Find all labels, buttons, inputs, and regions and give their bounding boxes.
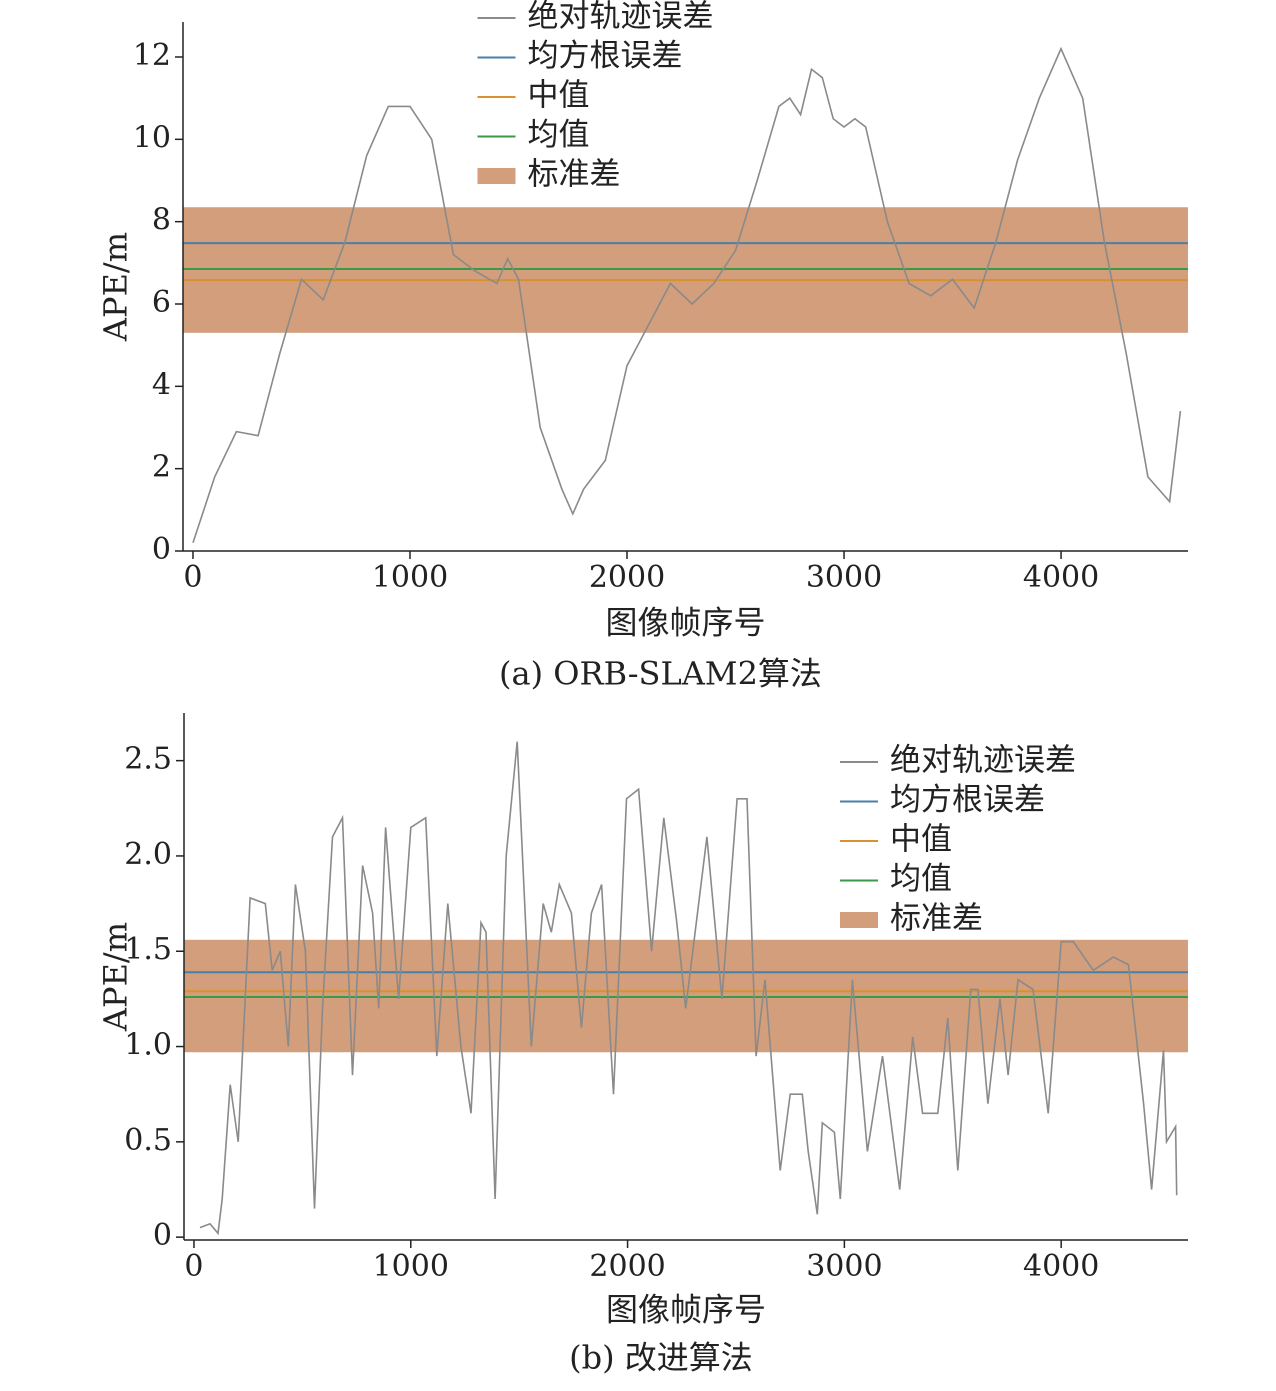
x-tick-label: 3000 <box>806 1249 882 1284</box>
legend-swatch <box>477 168 516 184</box>
y-tick-label: 2.0 <box>124 837 172 872</box>
y-tick-label: 0 <box>152 532 171 567</box>
y-tick-label: 6 <box>152 285 171 320</box>
legend-label: 中值 <box>528 78 590 114</box>
legend-label: 绝对轨迹误差 <box>890 743 1076 779</box>
y-tick-label: 2 <box>152 450 171 485</box>
legend-label: 均方根误差 <box>528 38 683 74</box>
y-tick-label: 0.5 <box>124 1123 172 1158</box>
std-band <box>183 207 1188 333</box>
legend-label: 中值 <box>890 822 952 858</box>
ape-line <box>199 741 1178 1236</box>
legend-label: 标准差 <box>528 157 621 193</box>
caption: (b) 改进算法 <box>569 1339 753 1377</box>
y-tick-label: 12 <box>133 38 171 73</box>
x-tick-label: 4000 <box>1023 560 1099 595</box>
y-axis-label: APE/m <box>97 922 135 1032</box>
x-tick-label: 3000 <box>806 560 882 595</box>
y-tick-label: 10 <box>133 120 171 155</box>
legend-label: 绝对轨迹误差 <box>528 0 714 35</box>
x-tick-label: 2000 <box>589 560 665 595</box>
y-tick-label: 4 <box>152 367 171 402</box>
legend-label: 均值 <box>890 861 952 897</box>
x-tick-label: 0 <box>183 560 202 595</box>
caption: (a) ORB-SLAM2算法 <box>499 655 822 693</box>
x-tick-label: 1000 <box>373 1249 449 1284</box>
x-axis-label: 图像帧序号 <box>606 1291 766 1329</box>
x-tick-label: 1000 <box>372 560 448 595</box>
x-tick-label: 0 <box>184 1249 203 1284</box>
y-tick-label: 1.0 <box>124 1028 172 1063</box>
x-tick-label: 4000 <box>1023 1249 1099 1284</box>
x-tick-label: 2000 <box>589 1249 665 1284</box>
y-tick-label: 2.5 <box>124 742 172 777</box>
legend-label: 均值 <box>528 117 590 153</box>
legend-label: 均方根误差 <box>890 782 1045 818</box>
y-axis-label: APE/m <box>97 232 135 342</box>
legend-label: 标准差 <box>890 901 983 937</box>
x-axis-label: 图像帧序号 <box>605 604 765 642</box>
y-tick-label: 0 <box>153 1218 172 1253</box>
ape-line <box>192 46 1182 544</box>
legend-swatch <box>840 912 878 928</box>
y-tick-label: 1.5 <box>124 932 172 967</box>
y-tick-label: 8 <box>152 203 171 238</box>
